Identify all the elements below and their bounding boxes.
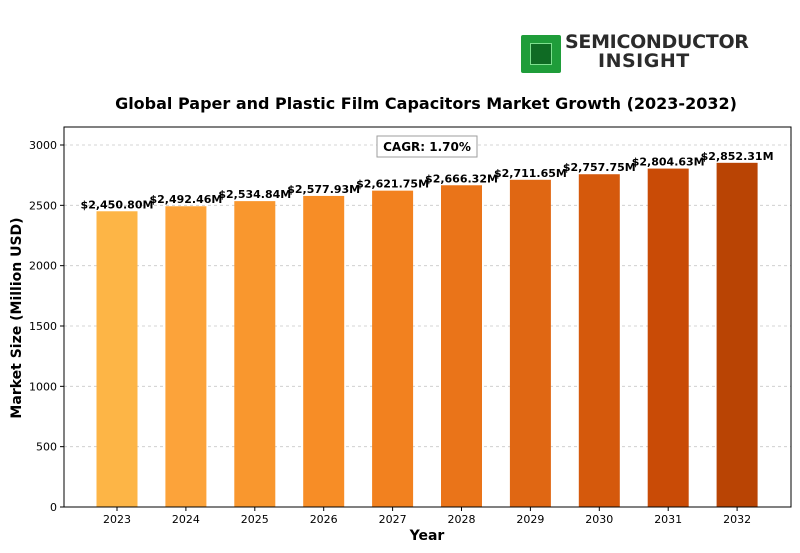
plot-frame — [63, 126, 792, 508]
data-label: $2,534.84M — [218, 188, 291, 201]
x-tick-label: 2029 — [516, 513, 544, 526]
cagr-annotation: CAGR: 1.70% — [376, 135, 478, 158]
x-tick-label: 2025 — [241, 513, 269, 526]
x-tick-label: 2026 — [310, 513, 338, 526]
x-tick-label: 2023 — [103, 513, 131, 526]
bar-2025 — [234, 201, 276, 507]
bar-2030 — [578, 174, 620, 507]
y-tick-label: 0 — [50, 501, 57, 514]
data-label: $2,577.93M — [287, 183, 360, 196]
y-axis-label: Market Size (Million USD) — [9, 217, 25, 418]
bar-2031 — [647, 168, 689, 507]
x-tick-label: 2031 — [654, 513, 682, 526]
bar-2028 — [441, 185, 482, 508]
bar-2026 — [303, 195, 345, 507]
y-tick-label: 2500 — [29, 199, 57, 212]
logo-line-1: SEMICONDUCTOR — [565, 31, 749, 53]
bar-2027 — [372, 190, 414, 508]
y-tick-label: 1500 — [29, 320, 57, 333]
data-label: $2,711.65M — [494, 167, 567, 180]
y-tick-label: 1000 — [29, 380, 57, 393]
bar-2024 — [165, 206, 207, 507]
data-label: $2,757.75M — [563, 161, 636, 174]
chart-title: Global Paper and Plastic Film Capacitors… — [115, 94, 737, 113]
chip-icon — [521, 35, 561, 73]
x-tick-label: 2030 — [585, 513, 613, 526]
bar-2032 — [716, 162, 758, 507]
data-label: $2,804.63M — [632, 156, 705, 169]
x-tick-label: 2027 — [379, 513, 407, 526]
semiconductor-insight-logo: SEMICONDUCTOR INSIGHT — [521, 33, 751, 75]
y-tick-label: 500 — [36, 441, 57, 454]
data-label: $2,492.46M — [149, 193, 222, 206]
bar-2029 — [509, 179, 551, 507]
x-axis-label: Year — [409, 528, 445, 544]
x-tick-label: 2032 — [723, 513, 751, 526]
data-label: $2,852.31M — [701, 150, 774, 163]
data-label: $2,621.75M — [356, 178, 429, 191]
data-label: $2,450.80M — [81, 198, 154, 211]
x-tick-label: 2028 — [448, 513, 476, 526]
x-tick-label: 2024 — [172, 513, 200, 526]
logo-line-2: INSIGHT — [598, 50, 690, 72]
bar-2023 — [96, 211, 138, 507]
y-tick-label: 3000 — [29, 139, 57, 152]
y-tick-label: 2000 — [29, 260, 57, 273]
cagr-text: CAGR: 1.70% — [383, 140, 471, 154]
data-label: $2,666.32M — [425, 172, 498, 185]
